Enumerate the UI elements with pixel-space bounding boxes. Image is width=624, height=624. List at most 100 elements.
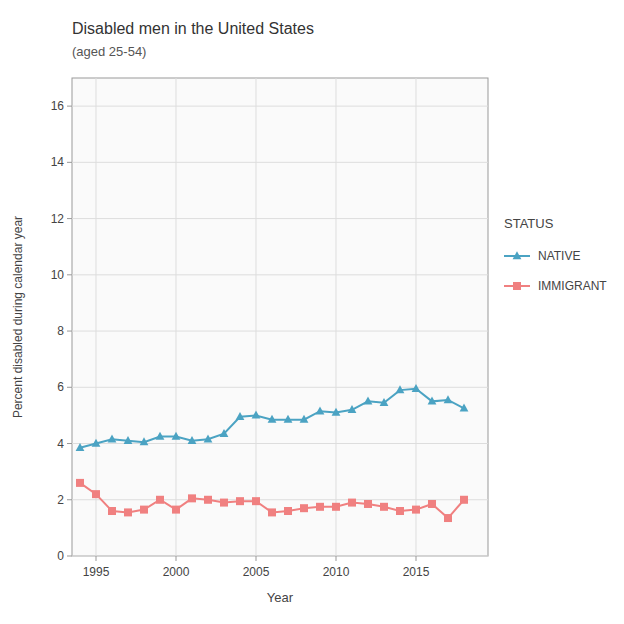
x-grid-line: [416, 78, 417, 556]
y-grid-line: [72, 499, 488, 500]
point: [172, 506, 180, 514]
x-tick-label: 1995: [83, 565, 110, 579]
point: [300, 415, 309, 423]
point: [124, 508, 132, 516]
point: [156, 496, 164, 504]
x-tick-label: 2010: [323, 565, 350, 579]
y-grid-line: [72, 162, 488, 163]
legend-label: NATIVE: [538, 249, 580, 263]
subtitle: (aged 25-54): [72, 44, 146, 59]
y-tick-label: 10: [51, 268, 65, 282]
y-grid-line: [72, 556, 488, 557]
point: [380, 503, 388, 511]
x-tick: [416, 556, 417, 561]
y-grid-line: [72, 331, 488, 332]
x-tick: [176, 556, 177, 561]
y-tick: [67, 443, 72, 444]
y-tick: [67, 106, 72, 107]
point: [268, 508, 276, 516]
point: [76, 443, 85, 451]
x-grid-line: [336, 78, 337, 556]
y-grid-line: [72, 443, 488, 444]
point: [188, 494, 196, 502]
x-tick-label: 2005: [243, 565, 270, 579]
point: [252, 411, 261, 419]
x-grid-line: [96, 78, 97, 556]
series-line: [80, 389, 464, 448]
point: [236, 497, 244, 505]
y-tick-label: 6: [57, 380, 64, 394]
point: [364, 397, 373, 405]
point: [316, 406, 325, 414]
y-grid-line: [72, 387, 488, 388]
point: [412, 506, 420, 514]
y-tick: [67, 331, 72, 332]
y-tick: [67, 556, 72, 557]
legend-swatch-marker: [513, 251, 522, 259]
point: [412, 384, 421, 392]
x-axis-label: Year: [267, 590, 294, 605]
point: [396, 507, 404, 515]
data-area: [76, 384, 469, 522]
point: [140, 437, 149, 445]
point: [236, 412, 245, 420]
point: [220, 499, 228, 507]
point: [108, 507, 116, 515]
point: [268, 415, 277, 423]
y-tick: [67, 274, 72, 275]
point: [460, 496, 468, 504]
point: [460, 404, 469, 412]
point: [348, 405, 357, 413]
legend-title: STATUS: [504, 216, 554, 231]
x-grid-line: [256, 78, 257, 556]
point: [332, 408, 341, 416]
x-tick: [96, 556, 97, 561]
point: [444, 514, 452, 522]
legend-label: IMMIGRANT: [538, 279, 607, 293]
point: [204, 496, 212, 504]
point: [396, 385, 405, 393]
point: [204, 435, 213, 443]
y-tick-label: 16: [51, 99, 65, 113]
y-axis-label: Percent disabled during calendar year: [11, 216, 25, 418]
point: [108, 435, 117, 443]
point: [188, 436, 197, 444]
series-line: [80, 483, 464, 518]
title: Disabled men in the United States: [72, 20, 314, 37]
point: [428, 500, 436, 508]
point: [364, 500, 372, 508]
y-tick: [67, 499, 72, 500]
point: [220, 429, 229, 437]
y-grid-line: [72, 274, 488, 275]
y-tick: [67, 162, 72, 163]
y-grid-line: [72, 106, 488, 107]
y-tick-label: 12: [51, 212, 65, 226]
point: [380, 398, 389, 406]
x-tick-label: 2015: [403, 565, 430, 579]
x-tick-label: 2000: [163, 565, 190, 579]
legend: STATUS NATIVE IMMIGRANT: [504, 216, 607, 293]
y-tick-label: 0: [57, 549, 64, 563]
point: [316, 503, 324, 511]
point: [332, 503, 340, 511]
legend-swatch-marker: [513, 282, 521, 290]
point: [428, 397, 437, 405]
y-grid-line: [72, 218, 488, 219]
y-tick-label: 4: [57, 437, 64, 451]
point: [92, 490, 100, 498]
grid: [72, 78, 488, 556]
y-tick: [67, 387, 72, 388]
y-tick-label: 14: [51, 155, 65, 169]
plot-frame: [72, 78, 488, 556]
point: [252, 497, 260, 505]
point: [284, 507, 292, 515]
point: [124, 436, 133, 444]
point: [300, 504, 308, 512]
point: [444, 395, 453, 403]
point: [92, 439, 101, 447]
x-tick: [336, 556, 337, 561]
point: [76, 479, 84, 487]
point: [140, 506, 148, 514]
y-tick-label: 8: [57, 324, 64, 338]
point: [348, 499, 356, 507]
